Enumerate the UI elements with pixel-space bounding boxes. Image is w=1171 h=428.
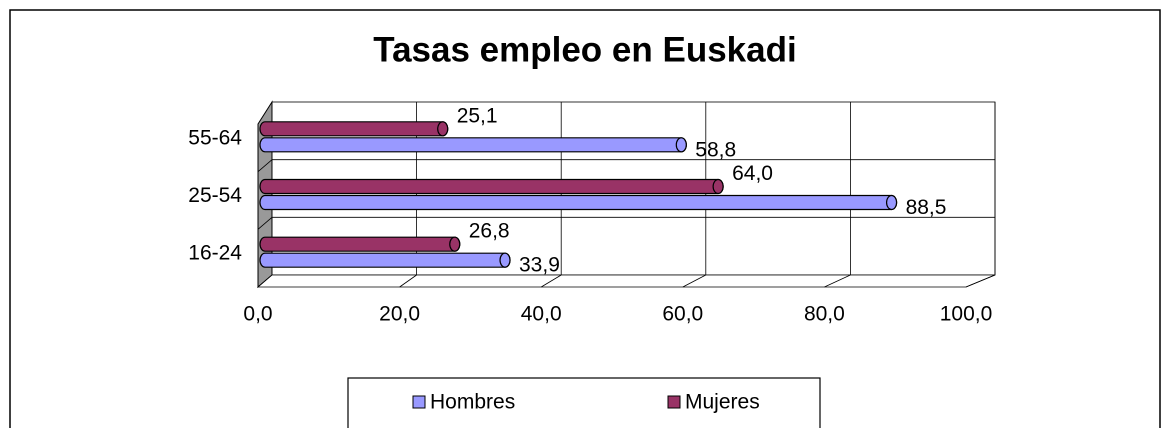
floor-tick <box>399 274 417 288</box>
bar <box>259 178 724 195</box>
floor-tick <box>824 274 851 288</box>
bar-cap <box>437 121 449 137</box>
legend-label: Mujeres <box>685 391 760 414</box>
x-tick-label: 80,0 <box>804 303 845 326</box>
legend-label: Hombres <box>430 391 515 414</box>
bar-cap <box>499 252 511 268</box>
y-tick-label: 25-54 <box>188 184 242 207</box>
bar-cap <box>675 137 687 153</box>
bar <box>259 121 449 137</box>
floor-tick <box>682 274 706 288</box>
value-label: 25,1 <box>457 104 498 127</box>
bar <box>259 194 898 211</box>
chart-title: Tasas empleo en Euskadi <box>373 30 796 69</box>
value-label: 58,8 <box>695 138 736 161</box>
y-tick-label: 55-64 <box>188 126 242 149</box>
value-label: 88,5 <box>906 196 947 219</box>
x-tick-label: 20,0 <box>379 303 420 326</box>
bar <box>259 236 461 252</box>
floor-tick <box>965 274 996 288</box>
value-label: 26,8 <box>469 220 510 243</box>
floor <box>256 274 996 288</box>
floor-tick <box>257 274 273 288</box>
value-label: 33,9 <box>519 254 560 277</box>
y-tick-label: 16-24 <box>188 242 242 265</box>
band-line <box>257 217 273 230</box>
x-tick-label: 0,0 <box>243 303 272 326</box>
bar-cap <box>885 194 898 211</box>
legend <box>347 377 821 428</box>
legend-swatch <box>667 395 681 409</box>
bar <box>259 252 511 268</box>
band-line <box>257 159 273 172</box>
floor-tick <box>540 274 562 288</box>
x-tick-label: 40,0 <box>521 303 562 326</box>
value-label: 64,0 <box>732 162 773 185</box>
plot-area <box>256 100 996 289</box>
x-tick-label: 100,0 <box>940 303 993 326</box>
bar-cap <box>712 178 724 195</box>
bar <box>259 137 687 153</box>
x-tick-label: 60,0 <box>662 303 703 326</box>
bar-cap <box>449 236 461 252</box>
legend-swatch <box>412 395 426 409</box>
